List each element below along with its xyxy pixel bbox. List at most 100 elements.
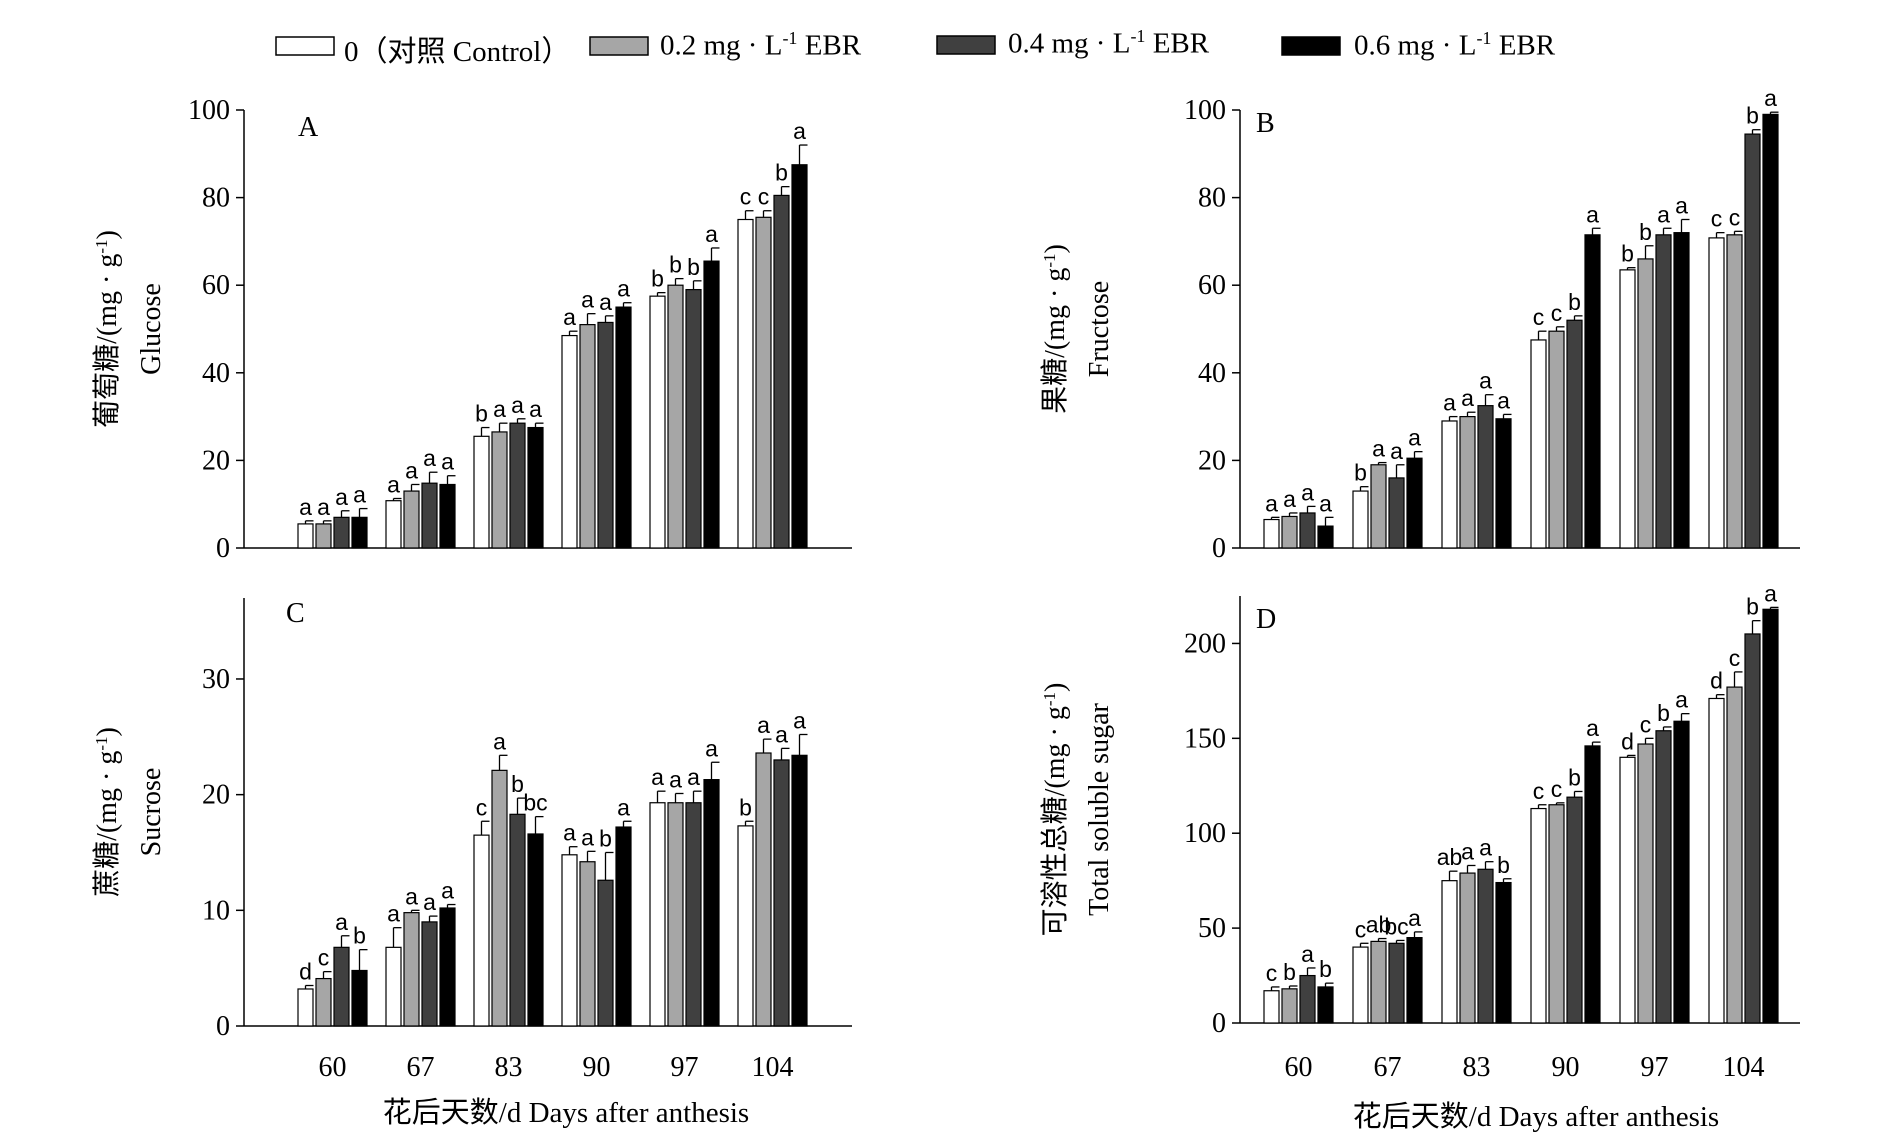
- bar: [1299, 974, 1316, 1024]
- bar: [1317, 986, 1334, 1024]
- bar: [649, 802, 666, 1027]
- y-tick-label: 0: [216, 533, 230, 564]
- x-tick-label: 90: [1552, 1052, 1580, 1083]
- bar: [1637, 743, 1654, 1024]
- y-tick-label: 100: [188, 95, 230, 126]
- bar: [1655, 730, 1672, 1024]
- significance-label: a: [1301, 941, 1314, 967]
- significance-label: b: [1319, 956, 1332, 982]
- significance-label: c: [1729, 204, 1741, 230]
- bar: [755, 216, 772, 549]
- bar: [1530, 807, 1547, 1024]
- bar: [597, 879, 614, 1027]
- legend-swatch-ebr-0-2: [589, 36, 649, 56]
- significance-label: a: [1265, 490, 1278, 516]
- bar: [685, 288, 702, 549]
- significance-label: a: [441, 878, 454, 904]
- y-axis-label-en: Sucrose: [136, 768, 167, 857]
- significance-label: a: [1443, 390, 1456, 416]
- significance-label: c: [758, 184, 770, 210]
- bar: [579, 324, 596, 549]
- significance-label: a: [1319, 490, 1332, 516]
- x-tick-label: 104: [1723, 1052, 1765, 1083]
- significance-label: a: [1657, 201, 1670, 227]
- significance-label: a: [581, 824, 594, 850]
- bar: [509, 422, 526, 549]
- y-tick-label: 20: [202, 445, 230, 476]
- y-axis-label-en: Glucose: [136, 283, 167, 375]
- significance-label: a: [793, 118, 806, 144]
- y-tick-label: 60: [202, 270, 230, 301]
- x-tick-label: 83: [495, 1052, 523, 1083]
- bar: [1459, 416, 1476, 549]
- bar: [1263, 518, 1280, 549]
- bar: [737, 218, 754, 549]
- significance-label: d: [299, 959, 312, 985]
- x-tick-label: 83: [1463, 1052, 1491, 1083]
- significance-label: a: [511, 392, 524, 418]
- significance-label: a: [423, 889, 436, 915]
- significance-label: a: [1479, 835, 1492, 861]
- bar: [1637, 258, 1654, 549]
- significance-label: a: [1586, 201, 1599, 227]
- x-tick-label: 67: [1374, 1052, 1402, 1083]
- significance-label: b: [1283, 959, 1296, 985]
- bar: [385, 500, 402, 549]
- legend-swatch-ebr-0-4: [936, 35, 996, 55]
- bar: [1495, 418, 1512, 549]
- significance-label: a: [493, 728, 506, 754]
- bar: [1263, 990, 1280, 1024]
- y-axis-label-cn: 果糖/(mg · g-1): [1039, 244, 1071, 414]
- y-tick-label: 80: [1198, 183, 1226, 214]
- bar: [1566, 319, 1583, 549]
- significance-label: c: [1640, 711, 1652, 737]
- significance-label: a: [757, 712, 770, 738]
- significance-label: b: [353, 923, 366, 949]
- x-tick-label: 60: [1285, 1052, 1313, 1083]
- significance-label: a: [423, 445, 436, 471]
- bar: [1762, 608, 1779, 1024]
- significance-label: a: [387, 472, 400, 498]
- significance-label: a: [353, 482, 366, 508]
- significance-label: a: [529, 396, 542, 422]
- bar: [615, 826, 632, 1027]
- significance-label: a: [669, 766, 682, 792]
- significance-label: bc: [1384, 913, 1408, 939]
- significance-label: d: [1621, 728, 1634, 754]
- bar: [1406, 936, 1423, 1024]
- significance-label: a: [441, 449, 454, 475]
- bar: [1370, 464, 1387, 549]
- bar: [1584, 745, 1601, 1024]
- x-axis-label: 花后天数/d Days after anthesis: [1353, 1100, 1719, 1133]
- significance-label: b: [1354, 460, 1367, 486]
- significance-label: a: [793, 707, 806, 733]
- y-tick-label: 0: [1212, 1008, 1226, 1039]
- significance-label: a: [405, 883, 418, 909]
- bar: [1441, 420, 1458, 549]
- bar: [315, 977, 332, 1027]
- significance-label: b: [1568, 764, 1581, 790]
- panel-letter: A: [298, 112, 319, 143]
- bar: [1477, 405, 1494, 549]
- bar: [597, 321, 614, 549]
- bar: [1388, 942, 1405, 1024]
- y-axis-label-cn: 蔗糖/(mg · g-1): [91, 727, 123, 897]
- bar: [1406, 457, 1423, 549]
- significance-label: ab: [1437, 844, 1463, 870]
- significance-label: b: [1568, 289, 1581, 315]
- significance-label: a: [617, 276, 630, 302]
- y-tick-label: 40: [1198, 358, 1226, 389]
- significance-label: a: [1301, 479, 1314, 505]
- bar: [1530, 339, 1547, 549]
- bar: [1548, 804, 1565, 1024]
- bar: [1548, 330, 1565, 549]
- significance-label: b: [775, 160, 788, 186]
- x-tick-label: 104: [752, 1052, 794, 1083]
- y-tick-label: 20: [1198, 445, 1226, 476]
- bar: [1566, 796, 1583, 1024]
- bar: [297, 523, 314, 549]
- bar: [1673, 232, 1690, 549]
